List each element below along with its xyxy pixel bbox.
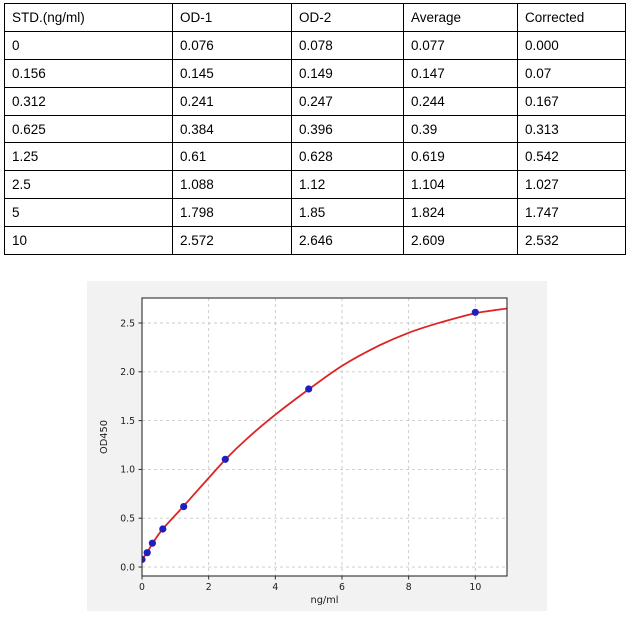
y-tick-label: 1.0 bbox=[120, 465, 135, 476]
data-point bbox=[142, 555, 146, 564]
table-row: 2.5 1.088 1.12 1.104 1.027 bbox=[4, 170, 626, 200]
table-cell: 0.244 bbox=[403, 86, 518, 116]
table-cell: 0.39 bbox=[403, 114, 518, 144]
table-cell: 1.747 bbox=[517, 198, 626, 228]
table-cell: 0.396 bbox=[291, 114, 404, 144]
standards-table-header: STD.(ng/ml) OD-1 OD-2 Average Corrected bbox=[4, 3, 626, 32]
data-points bbox=[142, 308, 479, 564]
table-cell: 0.61 bbox=[172, 142, 292, 172]
x-axis-title: ng/ml bbox=[311, 595, 339, 606]
y-tick-label: 2.5 bbox=[120, 318, 135, 329]
data-point bbox=[143, 549, 151, 557]
table-cell: 0.000 bbox=[517, 30, 626, 60]
table-cell: 1.25 bbox=[4, 142, 173, 172]
data-point bbox=[471, 308, 479, 316]
table-cell: 0.076 bbox=[172, 30, 292, 60]
table-cell: 0.078 bbox=[291, 30, 404, 60]
table-cell: 10 bbox=[4, 226, 173, 256]
table-cell: 1.104 bbox=[403, 170, 518, 200]
table-cell: 1.027 bbox=[517, 170, 626, 200]
table-cell: 0.145 bbox=[172, 58, 292, 88]
plot-area bbox=[142, 298, 507, 576]
table-cell: 0.313 bbox=[517, 114, 626, 144]
table-row: 1.25 0.61 0.628 0.619 0.542 bbox=[4, 142, 626, 172]
table-cell: 1.85 bbox=[291, 198, 404, 228]
data-point bbox=[305, 385, 313, 393]
table-cell: 0.167 bbox=[517, 86, 626, 116]
y-tick-label: 1.5 bbox=[120, 416, 135, 427]
table-row: 10 2.572 2.646 2.609 2.532 bbox=[4, 226, 626, 256]
table-row: 0.156 0.145 0.149 0.147 0.07 bbox=[4, 58, 626, 88]
column-header: OD-1 bbox=[172, 3, 292, 32]
column-header: OD-2 bbox=[291, 3, 404, 32]
x-tick-label: 8 bbox=[406, 582, 412, 593]
y-tick-label: 0.0 bbox=[120, 562, 135, 573]
table-cell: 2.609 bbox=[403, 226, 518, 256]
standards-table: STD.(ng/ml) OD-1 OD-2 Average Corrected 0 0.0… bbox=[4, 3, 626, 256]
table-cell: 0.147 bbox=[403, 58, 518, 88]
table-cell: 0.247 bbox=[291, 86, 404, 116]
table-row: 0.312 0.241 0.247 0.244 0.167 bbox=[4, 86, 626, 116]
x-tick-label: 6 bbox=[339, 582, 345, 593]
standards-table-body: 0 0.076 0.078 0.077 0.000 0.156 0.145 0.149 0.14… bbox=[4, 30, 626, 256]
table-cell: 0.619 bbox=[403, 142, 518, 172]
table-cell: 0.156 bbox=[4, 58, 173, 88]
x-tick-label: 0 bbox=[139, 582, 145, 593]
table-cell: 1.824 bbox=[403, 198, 518, 228]
plot-border bbox=[141, 297, 508, 577]
data-point bbox=[148, 539, 156, 547]
y-tick-label: 0.5 bbox=[120, 514, 135, 525]
table-cell: 0.312 bbox=[4, 86, 173, 116]
table-header-row: STD.(ng/ml) OD-1 OD-2 Average Corrected bbox=[4, 3, 626, 32]
data-point bbox=[221, 455, 229, 463]
table-cell: 2.646 bbox=[291, 226, 404, 256]
table-cell: 1.088 bbox=[172, 170, 292, 200]
y-tick-label: 2.0 bbox=[120, 367, 135, 378]
table-cell: 2.572 bbox=[172, 226, 292, 256]
standard-curve-panel: 0 2 4 6 8 10 0.0 0.5 1.0 1.5 2.0 2.5 ng/ml OD450 bbox=[87, 281, 547, 611]
table-cell: 0.542 bbox=[517, 142, 626, 172]
table-cell: 2.532 bbox=[517, 226, 626, 256]
x-tick-label: 4 bbox=[272, 582, 278, 593]
table-row: 0 0.076 0.078 0.077 0.000 bbox=[4, 30, 626, 60]
x-tick-label: 10 bbox=[469, 582, 481, 593]
table-cell: 5 bbox=[4, 198, 173, 228]
data-point bbox=[180, 503, 188, 511]
table-cell: 0.149 bbox=[291, 58, 404, 88]
standard-curve-chart: 0 2 4 6 8 10 0.0 0.5 1.0 1.5 2.0 2.5 ng/ml OD450 bbox=[99, 297, 508, 606]
table-row: 0.625 0.384 0.396 0.39 0.313 bbox=[4, 114, 626, 144]
table-cell: 1.12 bbox=[291, 170, 404, 200]
table-cell: 0 bbox=[4, 30, 173, 60]
column-header: STD.(ng/ml) bbox=[4, 3, 173, 32]
column-header: Average bbox=[403, 3, 518, 32]
column-header: Corrected bbox=[517, 3, 626, 32]
data-point bbox=[159, 525, 167, 533]
table-cell: 0.07 bbox=[517, 58, 626, 88]
y-axis-title: OD450 bbox=[99, 420, 110, 454]
table-cell: 1.798 bbox=[172, 198, 292, 228]
table-cell: 0.384 bbox=[172, 114, 292, 144]
table-row: 5 1.798 1.85 1.824 1.747 bbox=[4, 198, 626, 228]
table-cell: 0.628 bbox=[291, 142, 404, 172]
table-cell: 2.5 bbox=[4, 170, 173, 200]
x-tick-label: 2 bbox=[206, 582, 212, 593]
table-cell: 0.625 bbox=[4, 114, 173, 144]
table-cell: 0.077 bbox=[403, 30, 518, 60]
fit-curve bbox=[142, 307, 507, 560]
table-cell: 0.241 bbox=[172, 86, 292, 116]
